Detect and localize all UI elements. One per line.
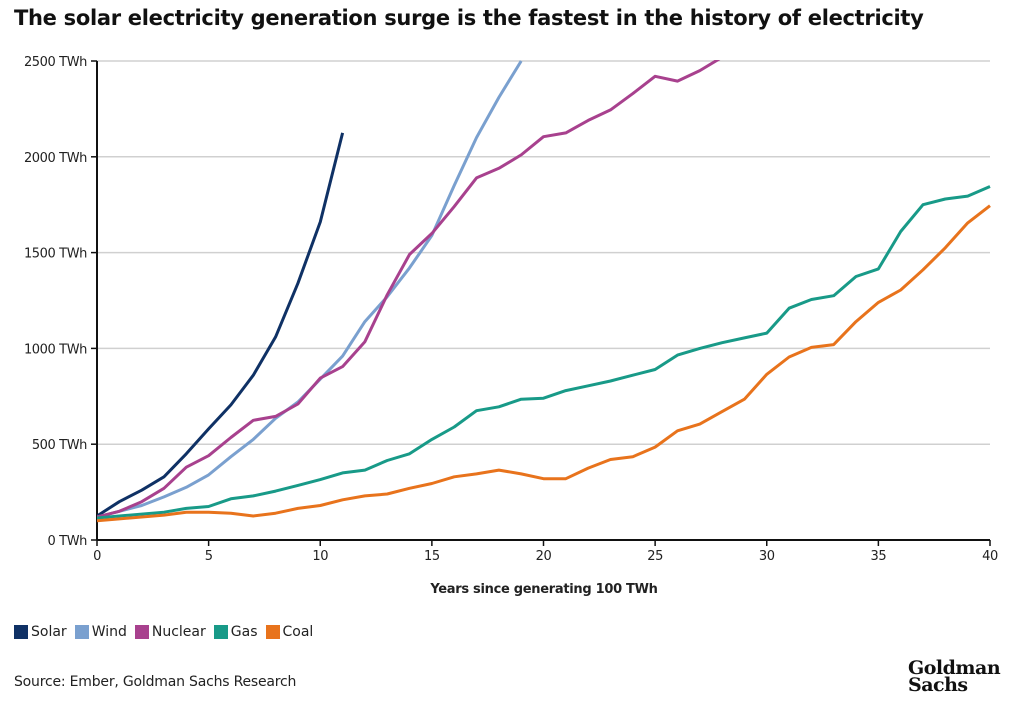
x-axis-title: Years since generating 100 TWh [429,582,657,597]
series-lines [97,60,991,523]
legend-swatch-coal [265,625,280,639]
logo-line-2: Sachs [908,674,968,696]
gridlines [97,60,990,445]
x-axis: 0 5 10 15 20 25 30 35 40 [93,539,998,564]
x-tick-label: 10 [312,549,328,564]
x-tick-label: 15 [424,549,440,564]
x-tick-label: 40 [982,549,998,564]
legend-item-gas[interactable]: Gas [213,624,258,640]
y-tick-label: 500 TWh [32,438,87,453]
x-tick-label: 35 [871,549,887,564]
y-tick-label: 1500 TWh [24,247,87,262]
series-line-wind [97,60,523,519]
legend-swatch-gas [213,625,228,639]
x-tick-label: 5 [205,549,213,564]
y-tick-label: 0 TWh [48,534,88,549]
series-line-nuclear [97,60,721,519]
legend-swatch-solar [14,625,28,639]
series-line-solar [97,132,345,518]
legend-swatch-wind [74,625,89,639]
legend-item-wind[interactable]: Wind [74,624,127,640]
legend-label: Solar [31,624,67,640]
source-note: Source: Ember, Goldman Sachs Research [14,674,297,690]
series-line-gas [97,185,991,520]
legend-swatch-nuclear [134,625,149,639]
y-tick-label: 1000 TWh [24,342,87,357]
y-tick-label: 2500 TWh [24,55,87,70]
legend-label: Wind [91,624,127,640]
legend-label: Coal [282,624,314,640]
y-axis: 0 TWh 500 TWh 1000 TWh 1500 TWh 2000 TWh 2500… [24,55,98,549]
series-line-coal [97,204,991,523]
legend-label: Nuclear [151,624,206,640]
x-tick-label: 25 [647,549,663,564]
legend-item-solar[interactable]: Solar [14,624,67,640]
legend-item-nuclear[interactable]: Nuclear [134,624,206,640]
chart-title: The solar electricity generation surge i… [14,6,924,30]
legend-item-coal[interactable]: Coal [265,624,314,640]
x-tick-label: 30 [759,549,775,564]
x-tick-label: 0 [93,549,101,564]
y-tick-label: 2000 TWh [24,151,87,166]
legend: Solar Wind Nuclear Gas Coal [14,624,313,640]
x-tick-label: 20 [536,549,552,564]
goldman-sachs-logo: Goldman Sachs [908,657,1001,696]
logo-line-1: Goldman [908,657,1001,679]
legend-label: Gas [230,624,258,640]
